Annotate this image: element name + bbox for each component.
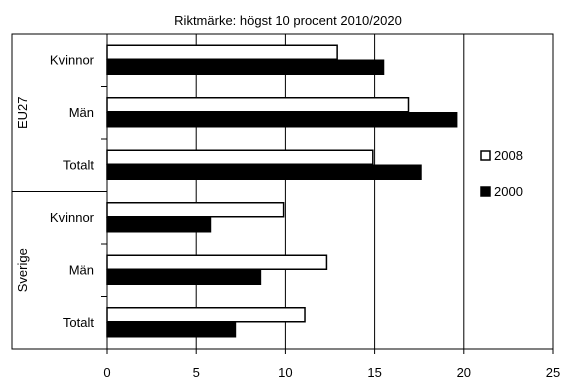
category-label: Totalt <box>63 315 94 330</box>
x-tick-label: 10 <box>278 365 292 380</box>
plot-frame <box>11 33 554 350</box>
bars <box>106 44 458 338</box>
bar-2008-4 <box>106 254 328 270</box>
bar-2008-5 <box>106 307 306 323</box>
x-tick-label: 25 <box>546 365 560 380</box>
category-label: Män <box>69 262 94 277</box>
bar-2000-5 <box>106 322 237 338</box>
x-tick-label: 5 <box>193 365 200 380</box>
category-label: Kvinnor <box>50 52 95 67</box>
legend-swatch-2000 <box>480 186 491 197</box>
legend-label-2008: 2008 <box>494 148 523 163</box>
chart-title: Riktmärke: högst 10 procent 2010/2020 <box>174 13 402 28</box>
bar-2000-2 <box>106 164 422 180</box>
bar-2008-1 <box>106 97 410 113</box>
bar-2008-0 <box>106 44 338 60</box>
bar-2000-4 <box>106 269 262 285</box>
legend-label-2000: 2000 <box>494 184 523 199</box>
bar-2008-3 <box>106 202 285 218</box>
group-label-sverige: Sverige <box>15 248 30 292</box>
x-axis: 0 5 10 15 20 25 <box>103 349 560 380</box>
bar-2000-1 <box>106 112 458 128</box>
bar-2000-3 <box>106 217 212 233</box>
x-tick-label: 15 <box>367 365 381 380</box>
x-tick-label: 0 <box>103 365 110 380</box>
legend-swatch-2008 <box>480 150 491 161</box>
legend: 2008 2000 <box>480 148 523 199</box>
category-label: Kvinnor <box>50 210 95 225</box>
x-tick-label: 20 <box>457 365 471 380</box>
group-label-eu27: EU27 <box>15 96 30 129</box>
group-labels: EU27 Sverige <box>15 96 30 292</box>
category-label: Totalt <box>63 157 94 172</box>
gridlines <box>12 33 554 350</box>
bar-2000-0 <box>106 59 385 75</box>
category-labels: Kvinnor Män Totalt Kvinnor Män Totalt <box>50 52 95 330</box>
bar-2008-2 <box>106 149 374 165</box>
category-label: Män <box>69 105 94 120</box>
